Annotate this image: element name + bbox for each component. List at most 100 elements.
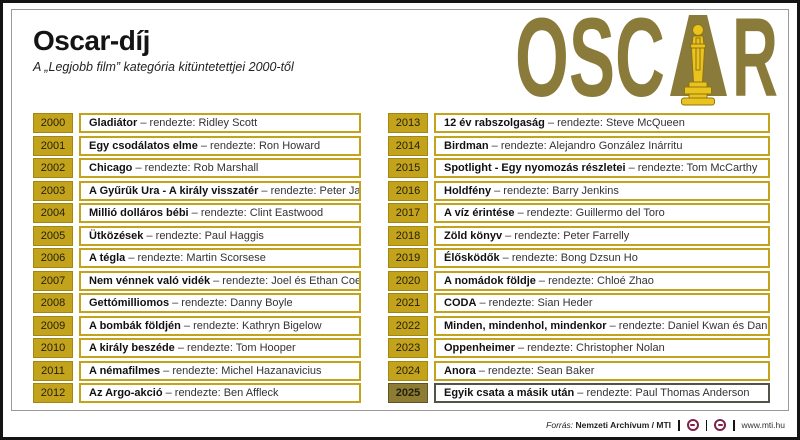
winner-entry: Ütközések – rendezte: Paul Haggis: [79, 225, 361, 246]
winner-entry: Egy csodálatos elme – rendezte: Ron Howa…: [79, 135, 361, 156]
winner-entry: Oppenheimer – rendezte: Christopher Nola…: [434, 338, 770, 358]
year-badge: 2013: [388, 113, 428, 133]
winner-row: 2023 Oppenheimer – rendezte: Christopher…: [388, 338, 770, 358]
winner-entry: Zöld könyv – rendezte: Peter Farrelly: [434, 225, 770, 246]
winner-row: 2025 Egyik csata a másik után – rendezte…: [388, 383, 770, 403]
year-badge: 2024: [388, 360, 428, 381]
winner-row: 2005 Ütközések – rendezte: Paul Haggis: [33, 225, 361, 246]
winner-row: 2011 A némafilmes – rendezte: Michel Haz…: [33, 360, 361, 381]
film-title: Oppenheimer: [444, 342, 515, 354]
mti-logo-icon: [714, 419, 727, 431]
winner-entry: A tégla – rendezte: Martin Scorsese: [79, 248, 361, 268]
winner-row: 2020 A nomádok földje – rendezte: Chloé …: [388, 270, 770, 291]
film-director: – rendezte: Rob Marshall: [132, 162, 259, 174]
oscar-letters-osc: OSC: [515, 9, 665, 111]
film-director: – rendezte: Ron Howard: [197, 139, 321, 152]
year-badge: 2016: [388, 180, 428, 201]
oscar-logo: OSC R: [515, 9, 778, 111]
oscar-statuette-icon: [681, 24, 715, 106]
film-director: – rendezte: Ridley Scott: [137, 117, 258, 129]
film-director: – rendezte: Tom McCarthy: [625, 162, 758, 174]
film-title: A némafilmes: [89, 364, 161, 377]
winner-row: 2002 Chicago – rendezte: Rob Marshall: [33, 158, 361, 178]
film-director: – rendezte: Chloé Zhao: [535, 274, 654, 287]
film-title: Minden, mindenhol, mindenkor: [444, 319, 607, 332]
film-title: CODA: [444, 297, 477, 309]
page-subtitle: A „Legjobb film” kategória kitüntetettje…: [33, 60, 294, 74]
winner-entry: 12 év rabszolgaság – rendezte: Steve McQ…: [434, 113, 770, 133]
film-title: Birdman: [444, 139, 489, 152]
year-badge: 2009: [33, 315, 73, 336]
film-director: – rendezte: Peter Jackson: [261, 184, 361, 197]
winner-row: 2006 A tégla – rendezte: Martin Scorsese: [33, 248, 361, 268]
film-director: – rendezte: Bong Dzsun Ho: [499, 252, 638, 264]
film-title: A Gyűrűk Ura - A király visszatér: [89, 184, 259, 197]
film-director: – rendezte: Paul Haggis: [143, 229, 264, 242]
winner-row: 2009 A bombák földjén – rendezte: Kathry…: [33, 315, 361, 336]
year-badge: 2012: [33, 383, 73, 403]
film-title: Nem vénnek való vidék: [89, 274, 211, 287]
source-label: Forrás:: [546, 420, 574, 430]
mti-logo-icon: [686, 419, 699, 431]
film-director: – rendezte: Alejandro González Inárritu: [488, 139, 683, 152]
film-title: Chicago: [89, 162, 133, 174]
winner-row: 2013 12 év rabszolgaság – rendezte: Stev…: [388, 113, 770, 133]
film-title: Egyik csata a másik után: [444, 387, 575, 399]
winner-row: 2017 A víz érintése – rendezte: Guillerm…: [388, 203, 770, 223]
film-director: – rendezte: Joel és Ethan Coen: [210, 274, 361, 287]
winner-entry: A némafilmes – rendezte: Michel Hazanavi…: [79, 360, 361, 381]
website-link[interactable]: www.mti.hu: [741, 420, 785, 430]
winner-row: 2007 Nem vénnek való vidék – rendezte: J…: [33, 270, 361, 291]
film-director: – rendezte: Sian Heder: [476, 297, 593, 309]
year-badge: 2017: [388, 203, 428, 223]
year-badge: 2022: [388, 315, 428, 336]
year-badge: 2014: [388, 135, 428, 156]
film-title: Millió dolláros bébi: [89, 207, 189, 219]
winner-entry: A Gyűrűk Ura - A király visszatér – rend…: [79, 180, 361, 201]
film-title: 12 év rabszolgaság: [444, 117, 545, 129]
year-badge: 2021: [388, 293, 428, 313]
film-title: Egy csodálatos elme: [89, 139, 198, 152]
winner-row: 2001 Egy csodálatos elme – rendezte: Ron…: [33, 135, 361, 156]
year-badge: 2001: [33, 135, 73, 156]
film-director: – rendezte: Paul Thomas Anderson: [574, 387, 750, 399]
film-title: Anora: [444, 364, 476, 377]
film-director: – rendezte: Sean Baker: [475, 364, 595, 377]
mti-logo-mark: [690, 423, 696, 427]
winner-row: 2024 Anora – rendezte: Sean Baker: [388, 360, 770, 381]
winner-row: 2003 A Gyűrűk Ura - A király visszatér –…: [33, 180, 361, 201]
winner-entry: Minden, mindenhol, mindenkor – rendezte:…: [434, 315, 770, 336]
year-badge: 2005: [33, 225, 73, 246]
year-badge: 2008: [33, 293, 73, 313]
year-badge: 2023: [388, 338, 428, 358]
winner-row: 2018 Zöld könyv – rendezte: Peter Farrel…: [388, 225, 770, 246]
winner-row: 2014 Birdman – rendezte: Alejandro Gonzá…: [388, 135, 770, 156]
year-badge: 2011: [33, 360, 73, 381]
film-title: Zöld könyv: [444, 229, 503, 242]
winner-entry: Birdman – rendezte: Alejandro González I…: [434, 135, 770, 156]
film-director: – rendezte: Barry Jenkins: [491, 184, 619, 197]
footer-source: Forrás: Nemzeti Archívum / MTI: [546, 420, 671, 430]
winner-entry: A bombák földjén – rendezte: Kathryn Big…: [79, 315, 361, 336]
winner-entry: Chicago – rendezte: Rob Marshall: [79, 158, 361, 178]
film-title: Holdfény: [444, 184, 492, 197]
winner-row: 2000 Gladiátor – rendezte: Ridley Scott: [33, 113, 361, 133]
year-badge: 2000: [33, 113, 73, 133]
film-director: – rendezte: Daniel Kwan és Daniel Schein…: [609, 319, 770, 332]
film-title: Spotlight - Egy nyomozás részletei: [444, 162, 626, 174]
winner-entry: Gettómilliomos – rendezte: Danny Boyle: [79, 293, 361, 313]
year-badge: 2025: [388, 383, 428, 403]
winner-entry: Millió dolláros bébi – rendezte: Clint E…: [79, 203, 361, 223]
film-title: Az Argo-akció: [89, 387, 163, 399]
winners-column-right: 2013 12 év rabszolgaság – rendezte: Stev…: [388, 113, 770, 406]
year-badge: 2003: [33, 180, 73, 201]
film-title: Gettómilliomos: [89, 297, 170, 309]
film-director: – rendezte: Guillermo del Toro: [514, 207, 665, 219]
winner-row: 2022 Minden, mindenhol, mindenkor – rend…: [388, 315, 770, 336]
film-title: A víz érintése: [444, 207, 515, 219]
footer-divider: [678, 419, 680, 431]
winner-entry: CODA – rendezte: Sian Heder: [434, 293, 770, 313]
winner-entry: Spotlight - Egy nyomozás részletei – ren…: [434, 158, 770, 178]
winner-row: 2012 Az Argo-akció – rendezte: Ben Affle…: [33, 383, 361, 403]
